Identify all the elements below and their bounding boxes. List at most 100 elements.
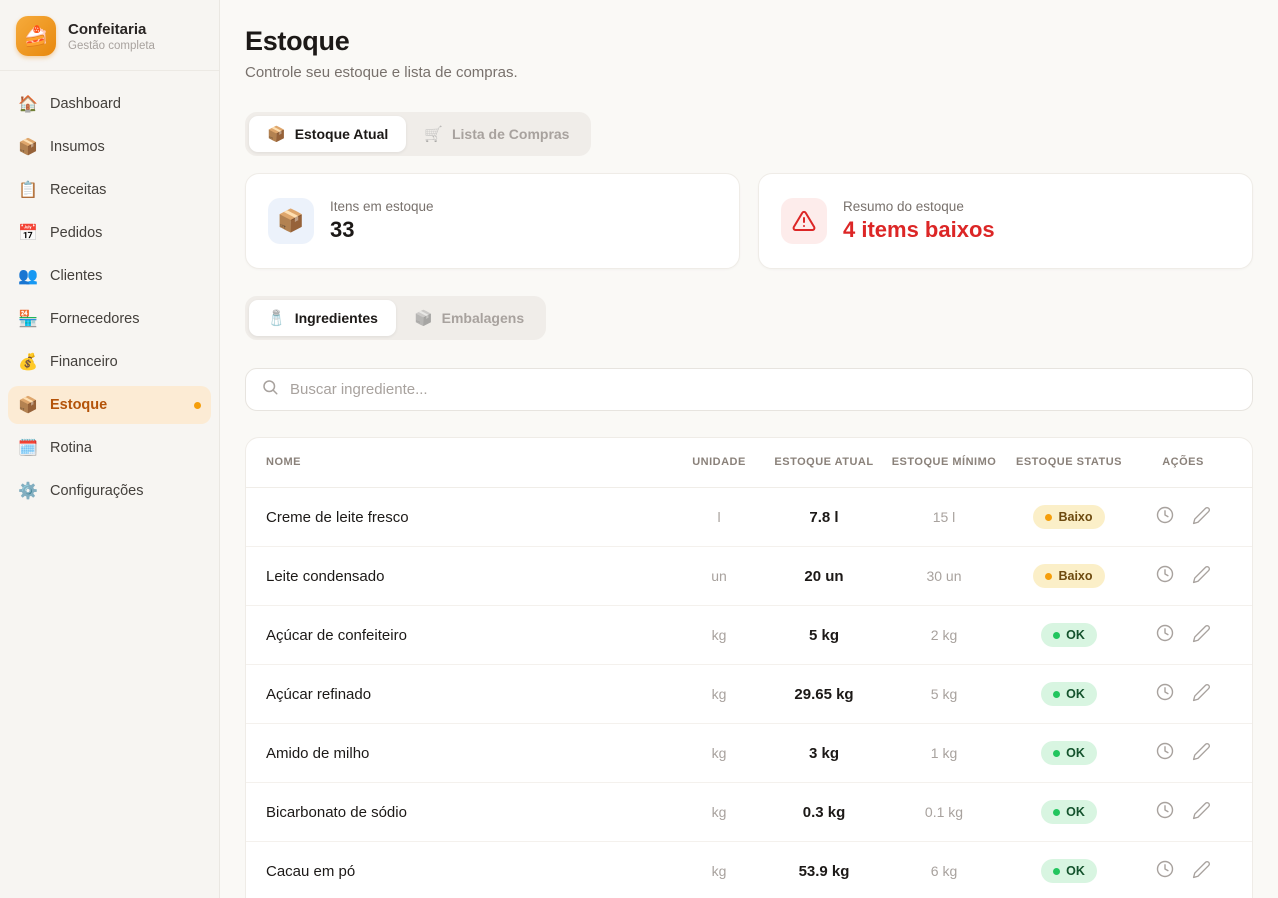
sidebar-item-pedidos[interactable]: 📅 Pedidos (8, 214, 211, 252)
item-status-cell: OK (1004, 666, 1134, 722)
item-status-cell: Baixo (1004, 489, 1134, 545)
status-badge: OK (1041, 859, 1097, 884)
sidebar-item-label: Financeiro (50, 354, 118, 370)
actions-group (1154, 740, 1212, 762)
column-header: Unidade (692, 456, 746, 468)
page-subtitle: Controle seu estoque e lista de compras. (245, 64, 518, 81)
sidebar-nav: 🏠 Dashboard 📦 Insumos 📋 Receitas 📅 Pedidos 👥 Clie… (0, 71, 219, 529)
item-name: Bicarbonato de sódio (266, 803, 407, 821)
money-bag-icon: 💰 (18, 354, 38, 371)
sidebar-item-clientes[interactable]: 👥 Clientes (8, 257, 211, 295)
edit-pencil-icon[interactable] (1190, 622, 1212, 644)
tab-embalagens[interactable]: 📦 Embalagens (396, 300, 542, 336)
box-icon: 📦 (18, 139, 38, 156)
actions-group (1154, 622, 1212, 644)
history-clock-icon[interactable] (1154, 622, 1176, 644)
cake-logo-icon: 🍰 (16, 16, 56, 56)
history-clock-icon[interactable] (1154, 504, 1176, 526)
status-label: OK (1066, 746, 1085, 761)
box-icon: 📦 (268, 198, 314, 244)
item-name: Leite condensado (266, 567, 385, 585)
sidebar-item-label: Receitas (50, 182, 107, 198)
history-clock-icon[interactable] (1154, 799, 1176, 821)
inventory-table: Nome Unidade Estoque Atual Estoque Mínimo Es… (245, 437, 1253, 898)
item-current-stock: 7.8 l (809, 508, 839, 526)
sidebar-item-dashboard[interactable]: 🏠 Dashboard (8, 85, 211, 123)
history-clock-icon[interactable] (1154, 858, 1176, 880)
item-actions-cell (1134, 724, 1252, 782)
status-badge: OK (1041, 800, 1097, 825)
status-label: OK (1066, 628, 1085, 643)
search-input[interactable] (290, 381, 1237, 398)
box-icon: 📦 (413, 310, 433, 327)
main-content: Estoque Controle seu estoque e lista de … (220, 0, 1278, 898)
item-min-stock: 1 kg (930, 745, 958, 762)
history-clock-icon[interactable] (1154, 740, 1176, 762)
status-dot-icon (1053, 867, 1061, 875)
item-min-stock: 15 l (932, 509, 956, 526)
box-icon: 📦 (267, 126, 286, 143)
actions-group (1154, 799, 1212, 821)
cart-icon: 🛒 (424, 126, 443, 143)
sidebar-item-estoque[interactable]: 📦 Estoque (8, 386, 211, 424)
gear-icon: ⚙️ (18, 483, 38, 500)
history-clock-icon[interactable] (1154, 681, 1176, 703)
edit-pencil-icon[interactable] (1190, 799, 1212, 821)
items-in-stock-card: 📦 Itens em estoque 33 (245, 173, 740, 269)
table-row: Cacau em pó kg 53.9 kg 6 kg OK (246, 842, 1252, 898)
item-current-stock: 0.3 kg (802, 803, 846, 821)
sidebar: 🍰 Confeitaria Gestão completa 🏠 Dashboard… (0, 0, 220, 898)
actions-group (1154, 504, 1212, 526)
item-unit: kg (711, 745, 727, 762)
item-status-cell: Baixo (1004, 548, 1134, 604)
actions-group (1154, 681, 1212, 703)
tab-label: Embalagens (441, 310, 525, 326)
tab-label: Estoque Atual (294, 126, 389, 142)
item-unit: kg (711, 863, 727, 880)
table-header-row: Nome Unidade Estoque Atual Estoque Mínimo Es… (246, 438, 1252, 489)
item-status-cell: OK (1004, 784, 1134, 840)
sidebar-item-financeiro[interactable]: 💰 Financeiro (8, 343, 211, 381)
item-min-stock: 5 kg (930, 686, 958, 703)
item-min-stock: 30 un (926, 568, 962, 585)
edit-pencil-icon[interactable] (1190, 681, 1212, 703)
tab-estoque-atual[interactable]: 📦 Estoque Atual (249, 116, 407, 152)
tab-lista-de-compras[interactable]: 🛒 Lista de Compras (406, 116, 587, 152)
table-row: Açúcar de confeiteiro kg 5 kg 2 kg OK (246, 606, 1252, 666)
actions-group (1154, 563, 1212, 585)
sidebar-item-rotina[interactable]: 🗓️ Rotina (8, 429, 211, 467)
item-current-stock: 3 kg (808, 744, 839, 762)
tab-label: Lista de Compras (451, 126, 570, 142)
status-label: Baixo (1058, 569, 1093, 584)
sidebar-item-label: Dashboard (50, 96, 121, 112)
box-icon: 📦 (18, 397, 38, 414)
item-name: Açúcar de confeiteiro (266, 626, 407, 644)
item-status-cell: OK (1004, 607, 1134, 663)
tab-ingredientes[interactable]: 🧂 Ingredientes (249, 300, 396, 336)
table-row: Açúcar refinado kg 29.65 kg 5 kg OK (246, 665, 1252, 725)
status-badge: Baixo (1033, 564, 1105, 589)
item-unit: kg (711, 627, 727, 644)
status-dot-icon (1053, 749, 1061, 757)
column-header: Nome (266, 456, 301, 468)
edit-pencil-icon[interactable] (1190, 740, 1212, 762)
item-unit: kg (711, 686, 727, 703)
item-unit: kg (711, 804, 727, 821)
edit-pencil-icon[interactable] (1190, 504, 1212, 526)
sidebar-item-insumos[interactable]: 📦 Insumos (8, 128, 211, 166)
summary-cards: 📦 Itens em estoque 33 Resumo do estoque (245, 173, 1253, 269)
edit-pencil-icon[interactable] (1190, 858, 1212, 880)
item-min-stock: 0.1 kg (924, 804, 964, 821)
sidebar-item-configuracoes[interactable]: ⚙️ Configurações (8, 472, 211, 510)
salt-icon: 🧂 (267, 310, 286, 327)
sidebar-item-receitas[interactable]: 📋 Receitas (8, 171, 211, 209)
sidebar-item-fornecedores[interactable]: 🏪 Fornecedores (8, 300, 211, 338)
item-status-cell: OK (1004, 725, 1134, 781)
item-min-stock: 2 kg (930, 627, 958, 644)
edit-pencil-icon[interactable] (1190, 563, 1212, 585)
sidebar-item-label: Configurações (50, 483, 144, 499)
table-body: Creme de leite fresco l 7.8 l 15 l Baixo Leit… (246, 488, 1252, 898)
history-clock-icon[interactable] (1154, 563, 1176, 585)
status-badge: OK (1041, 623, 1097, 648)
